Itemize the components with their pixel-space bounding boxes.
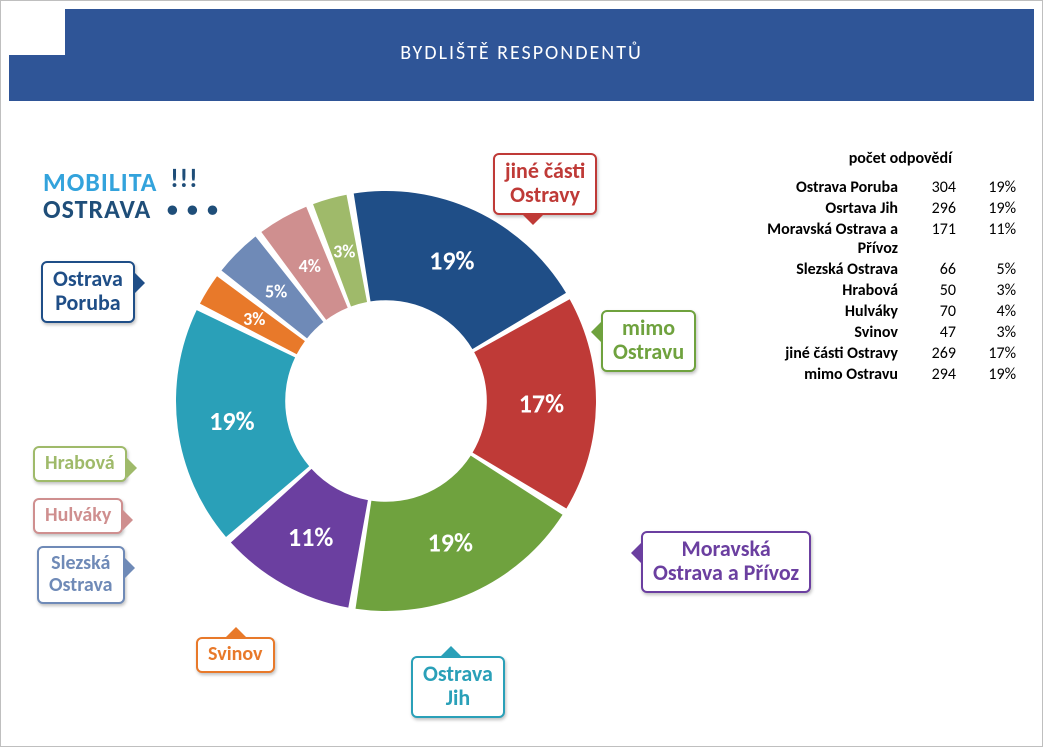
- callout-tail-jine: [523, 215, 543, 225]
- table-row: jiné části Ostravy26917%: [730, 344, 1020, 363]
- table-cell-name: jiné části Ostravy: [730, 344, 906, 363]
- table-cell-pct: 5%: [956, 260, 1020, 279]
- callout-line: Jih: [423, 686, 493, 710]
- donut-pct-hulvaky: 4%: [299, 255, 321, 277]
- table-cell-pct: 4%: [956, 302, 1020, 321]
- table-cell-count: 304: [906, 178, 956, 197]
- callout-tail-poruba: [135, 273, 145, 293]
- callout-slezska: SlezskáOstrava: [37, 546, 125, 604]
- table-cell-name: Moravská Ostrava a Přívoz: [730, 220, 906, 258]
- callout-tail-jih: [441, 646, 461, 656]
- table-cell-pct: 3%: [956, 323, 1020, 342]
- table-row: Osrtava Jih29619%: [730, 199, 1020, 218]
- table-row: Moravská Ostrava a Přívoz17111%: [730, 220, 1020, 258]
- callout-tail-moravska: [631, 543, 641, 563]
- donut-pct-svinov: 3%: [243, 308, 265, 330]
- table-cell-pct: 19%: [956, 365, 1020, 384]
- table-row: Hulváky704%: [730, 302, 1020, 321]
- callout-mimo: mimoOstravu: [601, 310, 696, 372]
- table-cell-name: Osrtava Jih: [730, 199, 906, 218]
- callout-line: mimo: [613, 316, 684, 340]
- callout-line: Ostravy: [505, 183, 585, 207]
- table-cell-name: mimo Ostravu: [730, 365, 906, 384]
- donut-chart: 17%19%11%19%3%5%4%3%19%: [126, 141, 646, 661]
- table-cell-count: 70: [906, 302, 956, 321]
- table-cell-name: Ostrava Poruba: [730, 178, 906, 197]
- callout-poruba: OstravaPoruba: [41, 261, 135, 323]
- callout-svinov: Svinov: [196, 637, 275, 673]
- table-row: mimo Ostravu29419%: [730, 365, 1020, 384]
- callout-line: Ostrava a Přívoz: [653, 561, 799, 585]
- table-row: Slezská Ostrava665%: [730, 260, 1020, 279]
- callout-line: Poruba: [53, 291, 123, 315]
- table-cell-name: Svinov: [730, 323, 906, 342]
- table-cell-count: 294: [906, 365, 956, 384]
- table-cell-pct: 19%: [956, 199, 1020, 218]
- callout-hulvaky: Hulváky: [33, 498, 123, 534]
- donut-pct-slezska: 5%: [265, 280, 287, 302]
- donut-pct-jine: 17%: [519, 388, 564, 420]
- callout-line: jiné části: [505, 159, 585, 183]
- table-cell-count: 66: [906, 260, 956, 279]
- callout-line: Ostrava: [423, 662, 493, 686]
- callout-line: Moravská: [653, 537, 799, 561]
- callout-tail-slezska: [125, 558, 135, 578]
- table-cell-count: 50: [906, 281, 956, 300]
- table-cell-pct: 11%: [956, 220, 1020, 239]
- callout-moravska: MoravskáOstrava a Přívoz: [641, 531, 811, 593]
- callout-line: Hrabová: [45, 452, 115, 474]
- table-cell-pct: 17%: [956, 344, 1020, 363]
- page-frame: BYDLIŠTĚ RESPONDENTŮ MOBILITA !!! OSTRAV…: [0, 0, 1043, 747]
- callout-hrabova: Hrabová: [33, 446, 127, 482]
- page-title: BYDLIŠTĚ RESPONDENTŮ: [9, 41, 1034, 65]
- callout-tail-svinov: [226, 627, 246, 637]
- table-cell-name: Hrabová: [730, 281, 906, 300]
- callout-tail-mimo: [591, 322, 601, 342]
- callout-line: Ostravu: [613, 340, 684, 364]
- table-row: Hrabová503%: [730, 281, 1020, 300]
- callout-tail-hrabova: [127, 458, 137, 478]
- title-banner: BYDLIŠTĚ RESPONDENTŮ: [9, 9, 1034, 101]
- callout-jih: OstravaJih: [411, 656, 505, 718]
- table-cell-count: 171: [906, 220, 956, 239]
- table-cell-count: 269: [906, 344, 956, 363]
- table-cell-name: Hulváky: [730, 302, 906, 321]
- table-cell-name: Slezská Ostrava: [730, 260, 906, 279]
- callout-line: Svinov: [208, 643, 263, 665]
- table-header: počet odpovědí: [730, 149, 1020, 168]
- callout-line: Hulváky: [45, 504, 111, 526]
- donut-pct-hrabova: 3%: [333, 241, 355, 263]
- callout-tail-hulvaky: [123, 510, 133, 530]
- donut-pct-jih: 19%: [209, 405, 254, 437]
- callout-line: Ostrava: [53, 267, 123, 291]
- table-row: Ostrava Poruba30419%: [730, 178, 1020, 197]
- callout-line: Ostrava: [49, 574, 113, 596]
- table-cell-pct: 3%: [956, 281, 1020, 300]
- table-cell-pct: 19%: [956, 178, 1020, 197]
- table-row: Svinov473%: [730, 323, 1020, 342]
- data-table: počet odpovědí Ostrava Poruba30419%Osrta…: [730, 149, 1020, 386]
- callout-jine: jiné částiOstravy: [493, 153, 597, 215]
- donut-pct-mimo: 19%: [428, 527, 473, 559]
- table-cell-count: 47: [906, 323, 956, 342]
- donut-pct-moravska: 11%: [288, 521, 333, 553]
- callout-line: Slezská: [49, 552, 113, 574]
- table-cell-count: 296: [906, 199, 956, 218]
- donut-pct-poruba: 19%: [429, 244, 474, 276]
